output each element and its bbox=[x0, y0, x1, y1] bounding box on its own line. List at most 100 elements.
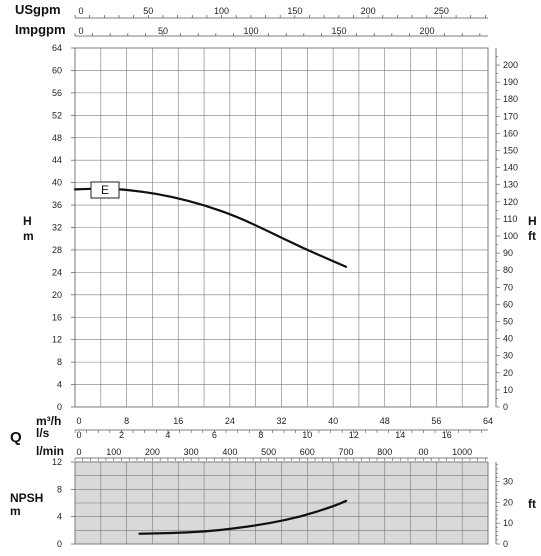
lmin-tick-label: 500 bbox=[261, 447, 276, 457]
lmin-tick-label: 1000 bbox=[452, 447, 472, 457]
impgpm-label: Impgpm bbox=[15, 22, 66, 37]
head-left-tick-label: 60 bbox=[52, 65, 62, 75]
usgpm-tick-label: 150 bbox=[287, 6, 302, 16]
npsh-left-tick-label: 4 bbox=[57, 512, 62, 522]
head-right-tick-label: 120 bbox=[503, 197, 518, 207]
head-left-tick-label: 12 bbox=[52, 335, 62, 345]
npsh-right-tick-label: 20 bbox=[503, 497, 513, 507]
head-left-tick-label: 20 bbox=[52, 290, 62, 300]
curve-label-box bbox=[90, 181, 120, 199]
m3h-tick-label: 0 bbox=[76, 416, 81, 426]
head-left-axis-title: H bbox=[23, 214, 32, 228]
ls-tick-label: 2 bbox=[119, 430, 124, 440]
head-left-tick-label: 28 bbox=[52, 245, 62, 255]
head-left-tick-label: 52 bbox=[52, 110, 62, 120]
usgpm-tick-label: 250 bbox=[434, 6, 449, 16]
m3h-tick-label: 48 bbox=[380, 416, 390, 426]
lmin-tick-label: 300 bbox=[184, 447, 199, 457]
usgpm-tick-label: 100 bbox=[214, 6, 229, 16]
head-left-tick-label: 40 bbox=[52, 178, 62, 188]
q-axis-label: Q bbox=[10, 429, 22, 446]
head-left-tick-label: 36 bbox=[52, 200, 62, 210]
head-left-tick-label: 56 bbox=[52, 88, 62, 98]
npsh-right-axis-unit: ft bbox=[528, 497, 536, 511]
head-right-axis-title: H bbox=[528, 214, 537, 228]
ls-tick-label: 6 bbox=[212, 430, 217, 440]
head-right-tick-label: 130 bbox=[503, 180, 518, 190]
m3h-tick-label: 16 bbox=[173, 416, 183, 426]
lmin-tick-label: 0 bbox=[76, 447, 81, 457]
head-right-tick-label: 80 bbox=[503, 265, 513, 275]
impgpm-tick-label: 200 bbox=[420, 26, 435, 36]
ls-tick-label: 0 bbox=[76, 430, 81, 440]
head-right-tick-label: 150 bbox=[503, 146, 518, 156]
npsh-left-tick-label: 8 bbox=[57, 484, 62, 494]
head-left-tick-label: 32 bbox=[52, 223, 62, 233]
impgpm-tick-label: 150 bbox=[332, 26, 347, 36]
impgpm-tick-label: 100 bbox=[244, 26, 259, 36]
head-left-tick-label: 16 bbox=[52, 312, 62, 322]
impgpm-tick-label: 50 bbox=[158, 26, 168, 36]
usgpm-tick-label: 50 bbox=[143, 6, 153, 16]
head-right-tick-label: 170 bbox=[503, 111, 518, 121]
head-left-axis-unit: m bbox=[23, 229, 34, 243]
head-right-tick-label: 60 bbox=[503, 299, 513, 309]
lmin-tick-label: 00 bbox=[418, 447, 428, 457]
usgpm-tick-label: 0 bbox=[78, 6, 83, 16]
ls-tick-label: 14 bbox=[395, 430, 405, 440]
head-plot: 0481216202428323640444852566064010203040… bbox=[23, 43, 537, 412]
head-right-axis-unit: ft bbox=[528, 229, 536, 243]
head-left-tick-label: 4 bbox=[57, 380, 62, 390]
head-right-tick-label: 190 bbox=[503, 77, 518, 87]
lmin-tick-label: 200 bbox=[145, 447, 160, 457]
npsh-right-tick-label: 0 bbox=[503, 539, 508, 549]
head-right-tick-label: 50 bbox=[503, 317, 513, 327]
lmin-tick-label: 600 bbox=[300, 447, 315, 457]
head-left-tick-label: 64 bbox=[52, 43, 62, 53]
lmin-tick-label: 700 bbox=[339, 447, 354, 457]
m3h-tick-label: 8 bbox=[124, 416, 129, 426]
lmin-tick-label: 100 bbox=[106, 447, 121, 457]
lmin-label: l/min bbox=[36, 444, 64, 458]
head-right-tick-label: 200 bbox=[503, 60, 518, 70]
head-right-tick-label: 180 bbox=[503, 94, 518, 104]
head-right-tick-label: 100 bbox=[503, 231, 518, 241]
head-right-tick-label: 90 bbox=[503, 248, 513, 258]
m3h-label: m³/h bbox=[36, 414, 61, 428]
curve-label-E: E bbox=[101, 183, 109, 197]
head-right-tick-label: 160 bbox=[503, 128, 518, 138]
head-right-tick-label: 20 bbox=[503, 368, 513, 378]
m3h-tick-label: 56 bbox=[431, 416, 441, 426]
npsh-right-tick-label: 10 bbox=[503, 518, 513, 528]
npsh-left-axis-unit: m bbox=[10, 504, 21, 518]
ls-tick-label: 4 bbox=[165, 430, 170, 440]
npsh-left-axis-title: NPSH bbox=[10, 491, 43, 505]
head-right-tick-label: 10 bbox=[503, 385, 513, 395]
head-left-tick-label: 24 bbox=[52, 267, 62, 277]
ls-tick-label: 10 bbox=[302, 430, 312, 440]
lmin-tick-label: 400 bbox=[222, 447, 237, 457]
ls-tick-label: 12 bbox=[349, 430, 359, 440]
head-left-tick-label: 48 bbox=[52, 133, 62, 143]
head-right-tick-label: 0 bbox=[503, 402, 508, 412]
head-left-tick-label: 0 bbox=[57, 402, 62, 412]
m3h-tick-label: 64 bbox=[483, 416, 493, 426]
head-left-tick-label: 8 bbox=[57, 357, 62, 367]
m3h-tick-label: 40 bbox=[328, 416, 338, 426]
head-right-tick-label: 30 bbox=[503, 351, 513, 361]
m3h-tick-label: 24 bbox=[225, 416, 235, 426]
top-flow-axes: USgpm 0 50 100 150 200 250 Impgpm 0 50 100 150 200 bbox=[15, 2, 488, 37]
head-right-tick-label: 140 bbox=[503, 163, 518, 173]
usgpm-label: USgpm bbox=[15, 2, 61, 17]
npsh-left-tick-label: 0 bbox=[57, 539, 62, 549]
npsh-right-tick-label: 30 bbox=[503, 477, 513, 487]
m3h-tick-label: 32 bbox=[276, 416, 286, 426]
ls-label: l/s bbox=[36, 426, 50, 440]
head-right-tick-label: 70 bbox=[503, 282, 513, 292]
ls-tick-label: 16 bbox=[442, 430, 452, 440]
head-right-tick-label: 110 bbox=[503, 214, 517, 224]
lmin-tick-label: 800 bbox=[377, 447, 392, 457]
